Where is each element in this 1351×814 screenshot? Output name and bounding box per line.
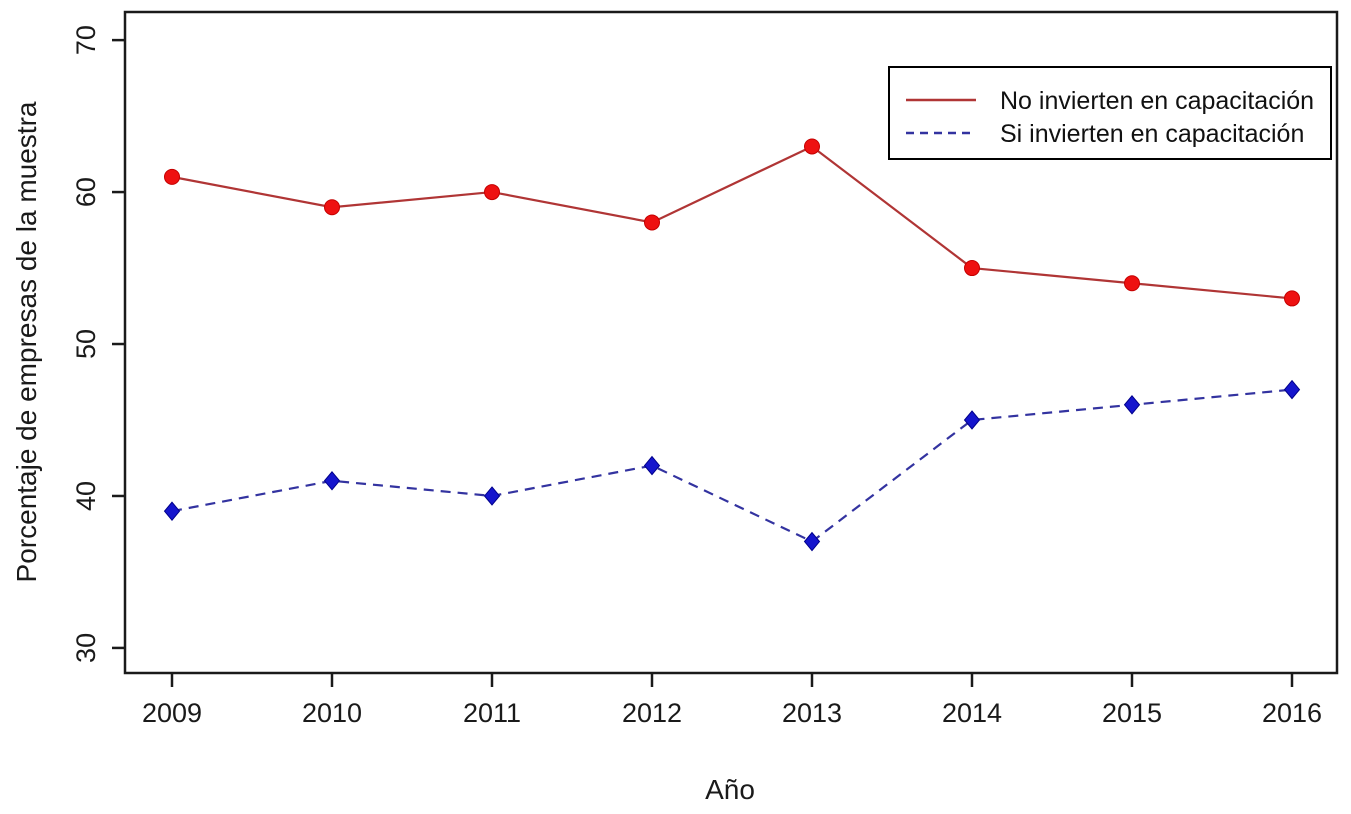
y-tick-label: 60	[71, 177, 101, 207]
data-point-no-invierten	[164, 168, 180, 185]
data-point-no-invierten	[1124, 275, 1140, 292]
y-tick-label: 70	[71, 25, 101, 55]
data-point-si-invierten	[483, 486, 501, 506]
x-tick-label: 2012	[622, 698, 682, 728]
data-point-si-invierten	[323, 470, 341, 491]
x-tick-label: 2015	[1102, 698, 1162, 728]
y-tick-label: 50	[71, 329, 101, 359]
data-point-no-invierten	[644, 214, 660, 231]
y-tick-label: 40	[71, 481, 101, 511]
data-point-no-invierten	[804, 138, 820, 155]
y-axis-title: Porcentaje de empresas de la muestra	[11, 101, 42, 582]
data-point-si-invierten	[963, 410, 981, 430]
x-tick-label: 2010	[302, 698, 362, 728]
data-point-si-invierten	[1283, 379, 1301, 400]
series-line-no-invierten	[171, 145, 1293, 300]
x-tick-label: 2016	[1262, 698, 1322, 728]
plot-border	[123, 10, 1339, 675]
legend-box	[888, 66, 1332, 160]
data-point-si-invierten	[643, 455, 661, 476]
data-point-no-invierten	[484, 184, 500, 201]
data-point-si-invierten	[1123, 395, 1141, 415]
data-point-si-invierten	[163, 501, 181, 521]
x-axis-title: Año	[705, 774, 755, 805]
x-tick-label: 2009	[142, 698, 202, 728]
series-line-si-invierten	[171, 388, 1293, 543]
x-tick-label: 2011	[463, 698, 521, 728]
x-tick-label: 2014	[942, 698, 1002, 728]
data-point-no-invierten	[1284, 290, 1300, 307]
y-tick-label: 30	[71, 633, 101, 663]
x-tick-label: 2013	[782, 698, 842, 728]
legend-label-si-invierten: Si invierten en capacitación	[1000, 120, 1304, 148]
data-point-no-invierten	[964, 260, 980, 277]
data-point-no-invierten	[324, 199, 340, 216]
data-point-si-invierten	[803, 531, 821, 552]
legend-label-no-invierten: No invierten en capacitación	[1000, 87, 1314, 115]
